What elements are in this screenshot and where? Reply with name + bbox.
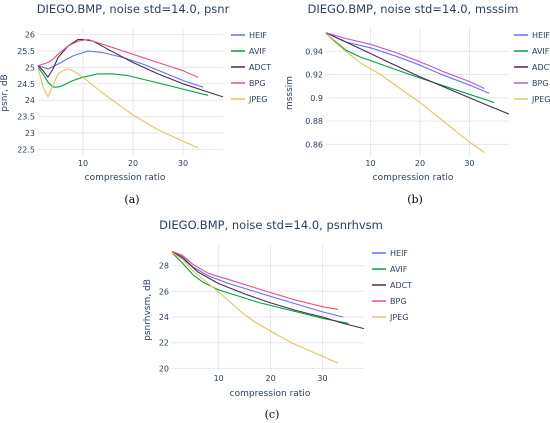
legend-label-jpeg: JPEG bbox=[248, 95, 267, 104]
series-line-jpeg bbox=[37, 67, 199, 149]
panel-b-ylabel: msssim bbox=[285, 76, 295, 110]
legend-label-jpeg: JPEG bbox=[531, 95, 550, 104]
series-line-bpg bbox=[37, 38, 199, 78]
panel-a: DIEGO.BMP, noise std=14.0, psnr compress… bbox=[0, 2, 271, 206]
y-tick-label: 0.92 bbox=[305, 71, 323, 80]
legend-label-adct: ADCT bbox=[249, 63, 271, 72]
panel-a-ylabel: psnr, dB bbox=[0, 74, 10, 111]
y-tick-label: 23.5 bbox=[17, 113, 35, 122]
series-line-adct bbox=[37, 38, 224, 98]
plot-area bbox=[38, 28, 223, 156]
y-tick-label: 26 bbox=[159, 287, 169, 296]
y-tick-label: 0.88 bbox=[305, 117, 323, 126]
y-tick-label: 0.9 bbox=[310, 94, 323, 103]
series-line-jpeg bbox=[325, 33, 485, 153]
series-line-heif bbox=[325, 32, 490, 94]
series-line-bpg bbox=[325, 32, 485, 89]
x-tick-label: 30 bbox=[178, 159, 188, 168]
legend-label-heif: HEIF bbox=[390, 249, 408, 258]
legend-label-avif: AVIF bbox=[249, 47, 267, 56]
panel-b: DIEGO.BMP, noise std=14.0, msssim compre… bbox=[285, 2, 550, 206]
y-tick-label: 20 bbox=[159, 364, 169, 373]
y-tick-label: 25.5 bbox=[17, 47, 35, 56]
legend-label-avif: AVIF bbox=[532, 47, 550, 56]
panel-c: DIEGO.BMP, noise std=14.0, psnrhvsm comp… bbox=[143, 218, 412, 421]
legend-label-heif: HEIF bbox=[532, 31, 550, 40]
y-tick-label: 0.94 bbox=[305, 47, 323, 56]
x-tick-label: 10 bbox=[78, 159, 88, 168]
series-line-bpg bbox=[171, 250, 339, 310]
series-line-avif bbox=[171, 252, 349, 324]
series-line-jpeg bbox=[171, 252, 339, 364]
legend-label-adct: ADCT bbox=[390, 281, 412, 290]
x-tick-label: 20 bbox=[266, 374, 276, 383]
y-tick-label: 24.5 bbox=[17, 80, 35, 89]
series-line-adct bbox=[171, 250, 365, 330]
x-tick-label: 30 bbox=[464, 159, 474, 168]
panel-a-xlabel: compression ratio bbox=[85, 173, 166, 183]
series-line-heif bbox=[171, 250, 344, 318]
panel-c-title: DIEGO.BMP, noise std=14.0, psnrhvsm bbox=[159, 218, 383, 232]
y-tick-label: 22.5 bbox=[17, 145, 35, 154]
x-tick-label: 10 bbox=[214, 374, 224, 383]
y-tick-label: 25 bbox=[25, 63, 35, 72]
legend-label-jpeg: JPEG bbox=[389, 313, 408, 322]
legend-label-adct: ADCT bbox=[532, 63, 550, 72]
panel-c-xlabel: compression ratio bbox=[230, 389, 311, 399]
y-tick-label: 24 bbox=[159, 313, 169, 322]
series-line-avif bbox=[325, 33, 495, 104]
panel-c-ylabel: psnrhvsm, dB bbox=[143, 279, 153, 341]
x-tick-label: 10 bbox=[365, 159, 375, 168]
legend-label-bpg: BPG bbox=[390, 297, 407, 306]
legend-label-bpg: BPG bbox=[532, 79, 549, 88]
plot-area bbox=[326, 28, 509, 156]
y-tick-label: 22 bbox=[159, 339, 169, 348]
panel-b-caption: (b) bbox=[407, 193, 423, 206]
y-tick-label: 28 bbox=[159, 262, 169, 271]
plot-area bbox=[172, 245, 364, 371]
y-tick-label: 23 bbox=[25, 129, 35, 138]
legend-label-heif: HEIF bbox=[249, 31, 267, 40]
panel-b-xlabel: compression ratio bbox=[373, 173, 454, 183]
y-tick-label: 0.86 bbox=[305, 140, 323, 149]
panel-b-title: DIEGO.BMP, noise std=14.0, msssim bbox=[308, 2, 519, 16]
panel-a-title: DIEGO.BMP, noise std=14.0, psnr bbox=[37, 2, 230, 16]
panel-c-caption: (c) bbox=[265, 408, 280, 421]
legend-label-avif: AVIF bbox=[390, 265, 408, 274]
y-tick-label: 24 bbox=[25, 96, 35, 105]
x-tick-label: 20 bbox=[128, 159, 138, 168]
x-tick-label: 30 bbox=[317, 374, 327, 383]
legend-label-bpg: BPG bbox=[249, 79, 266, 88]
y-tick-label: 26 bbox=[25, 31, 35, 40]
panel-a-caption: (a) bbox=[124, 193, 139, 206]
x-tick-label: 20 bbox=[415, 159, 425, 168]
series-line-adct bbox=[325, 32, 510, 115]
